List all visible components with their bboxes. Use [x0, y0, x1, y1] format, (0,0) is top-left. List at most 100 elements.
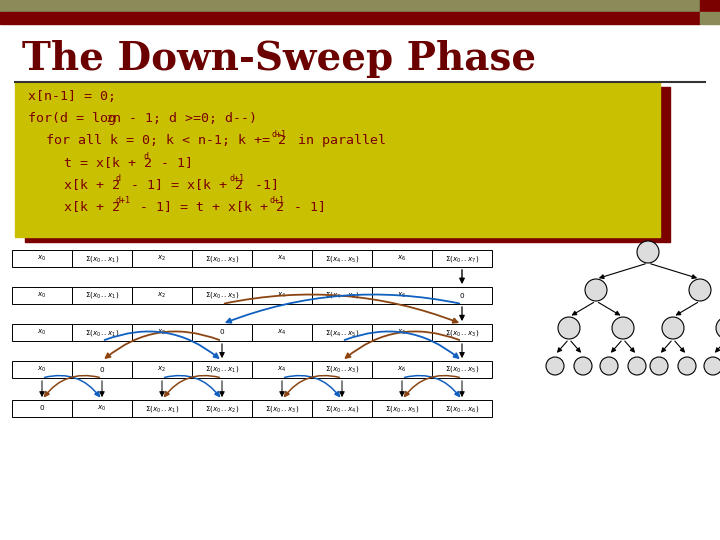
Text: $\Sigma(x_0..x_5)$: $\Sigma(x_0..x_5)$ — [384, 403, 419, 414]
Text: $\Sigma(x_4..x_5)$: $\Sigma(x_4..x_5)$ — [325, 253, 359, 264]
Bar — [12, 400, 72, 417]
Bar — [132, 324, 192, 341]
Text: $\Sigma(x_4..x_5)$: $\Sigma(x_4..x_5)$ — [325, 291, 359, 300]
Text: $\Sigma(x_0..x_4)$: $\Sigma(x_0..x_4)$ — [325, 403, 359, 414]
Bar — [192, 250, 252, 267]
Text: $\Sigma(x_0..x_2)$: $\Sigma(x_0..x_2)$ — [204, 403, 239, 414]
Circle shape — [637, 241, 659, 263]
Text: $\Sigma(x_0..x_1)$: $\Sigma(x_0..x_1)$ — [85, 291, 120, 300]
Bar — [252, 287, 312, 304]
Circle shape — [546, 357, 564, 375]
Text: 0: 0 — [99, 367, 104, 373]
Circle shape — [628, 357, 646, 375]
Circle shape — [574, 357, 592, 375]
Circle shape — [678, 357, 696, 375]
Text: $x_2$: $x_2$ — [158, 254, 166, 263]
Bar — [312, 361, 372, 378]
Text: $x_0$: $x_0$ — [37, 365, 47, 374]
Bar — [432, 361, 492, 378]
Text: - 1]: - 1] — [153, 156, 193, 169]
Text: $\Sigma(x_0..x_3)$: $\Sigma(x_0..x_3)$ — [265, 403, 300, 414]
Text: $x_0$: $x_0$ — [37, 291, 47, 300]
Circle shape — [600, 357, 618, 375]
Text: $x_6$: $x_6$ — [397, 291, 407, 300]
Text: d+1: d+1 — [115, 196, 130, 205]
Text: - 1] = x[k + 2: - 1] = x[k + 2 — [123, 178, 243, 191]
Text: 0: 0 — [40, 406, 45, 411]
Text: d: d — [115, 174, 120, 183]
Text: $x_4$: $x_4$ — [277, 365, 287, 374]
Bar — [372, 250, 432, 267]
Bar — [25, 87, 670, 242]
Text: n - 1; d >=0; d--): n - 1; d >=0; d--) — [113, 112, 257, 125]
Text: 0: 0 — [459, 293, 464, 299]
Text: $x_6$: $x_6$ — [397, 328, 407, 337]
Bar — [72, 324, 132, 341]
Bar — [12, 287, 72, 304]
Text: t = x[k + 2: t = x[k + 2 — [64, 156, 152, 169]
Text: $x_6$: $x_6$ — [397, 365, 407, 374]
Bar — [12, 361, 72, 378]
Circle shape — [612, 317, 634, 339]
Bar — [312, 250, 372, 267]
Bar — [72, 400, 132, 417]
Bar — [132, 287, 192, 304]
Bar — [252, 250, 312, 267]
Text: $\Sigma(x_0..x_1)$: $\Sigma(x_0..x_1)$ — [85, 253, 120, 264]
Circle shape — [704, 357, 720, 375]
Text: $x_0$: $x_0$ — [37, 328, 47, 337]
Text: d+1: d+1 — [230, 174, 245, 183]
Circle shape — [662, 317, 684, 339]
Text: x[k + 2: x[k + 2 — [64, 178, 120, 191]
Text: - 1] = t + x[k + 2: - 1] = t + x[k + 2 — [132, 200, 284, 213]
Text: 0: 0 — [220, 329, 225, 335]
Text: $x_4$: $x_4$ — [277, 291, 287, 300]
Bar — [192, 361, 252, 378]
Text: $\Sigma(x_0..x_6)$: $\Sigma(x_0..x_6)$ — [445, 403, 480, 414]
Text: $x_4$: $x_4$ — [277, 328, 287, 337]
Bar — [372, 324, 432, 341]
Bar — [432, 400, 492, 417]
Text: 2: 2 — [106, 115, 112, 124]
Bar — [72, 361, 132, 378]
Bar — [432, 324, 492, 341]
Bar — [192, 324, 252, 341]
Bar — [132, 400, 192, 417]
Bar — [372, 287, 432, 304]
Text: x[n-1] = 0;: x[n-1] = 0; — [28, 90, 116, 103]
Bar — [192, 287, 252, 304]
Bar — [700, 12, 720, 24]
Bar — [0, 0, 700, 12]
Bar — [132, 361, 192, 378]
Text: for(d = log: for(d = log — [28, 112, 116, 125]
Text: $\Sigma(x_0..x_5)$: $\Sigma(x_0..x_5)$ — [445, 364, 480, 375]
Text: $x_2$: $x_2$ — [158, 291, 166, 300]
Bar — [312, 400, 372, 417]
Bar — [432, 287, 492, 304]
Bar — [132, 250, 192, 267]
Text: The Down-Sweep Phase: The Down-Sweep Phase — [22, 40, 536, 78]
Text: - 1]: - 1] — [286, 200, 326, 213]
Bar — [192, 400, 252, 417]
Text: for all k = 0; k < n-1; k += 2: for all k = 0; k < n-1; k += 2 — [46, 134, 286, 147]
Bar — [252, 361, 312, 378]
Text: $\Sigma(x_0..x_1)$: $\Sigma(x_0..x_1)$ — [145, 403, 179, 414]
Text: $\Sigma(x_0..x_3)$: $\Sigma(x_0..x_3)$ — [325, 364, 359, 375]
Text: d+1: d+1 — [272, 130, 287, 139]
Text: $x_6$: $x_6$ — [397, 254, 407, 263]
Text: $x_0$: $x_0$ — [97, 404, 107, 413]
Text: $\Sigma(x_0..x_7)$: $\Sigma(x_0..x_7)$ — [445, 253, 480, 264]
Bar — [312, 324, 372, 341]
Text: $\Sigma(x_0..x_1)$: $\Sigma(x_0..x_1)$ — [204, 364, 239, 375]
Text: $x_0$: $x_0$ — [37, 254, 47, 263]
Text: $\Sigma(x_0..x_3)$: $\Sigma(x_0..x_3)$ — [204, 253, 239, 264]
Text: $x_4$: $x_4$ — [277, 254, 287, 263]
Bar — [12, 250, 72, 267]
Text: x[k + 2: x[k + 2 — [64, 200, 120, 213]
Circle shape — [650, 357, 668, 375]
Bar — [72, 250, 132, 267]
Circle shape — [689, 279, 711, 301]
Circle shape — [558, 317, 580, 339]
Text: d: d — [144, 152, 149, 161]
Bar — [252, 324, 312, 341]
